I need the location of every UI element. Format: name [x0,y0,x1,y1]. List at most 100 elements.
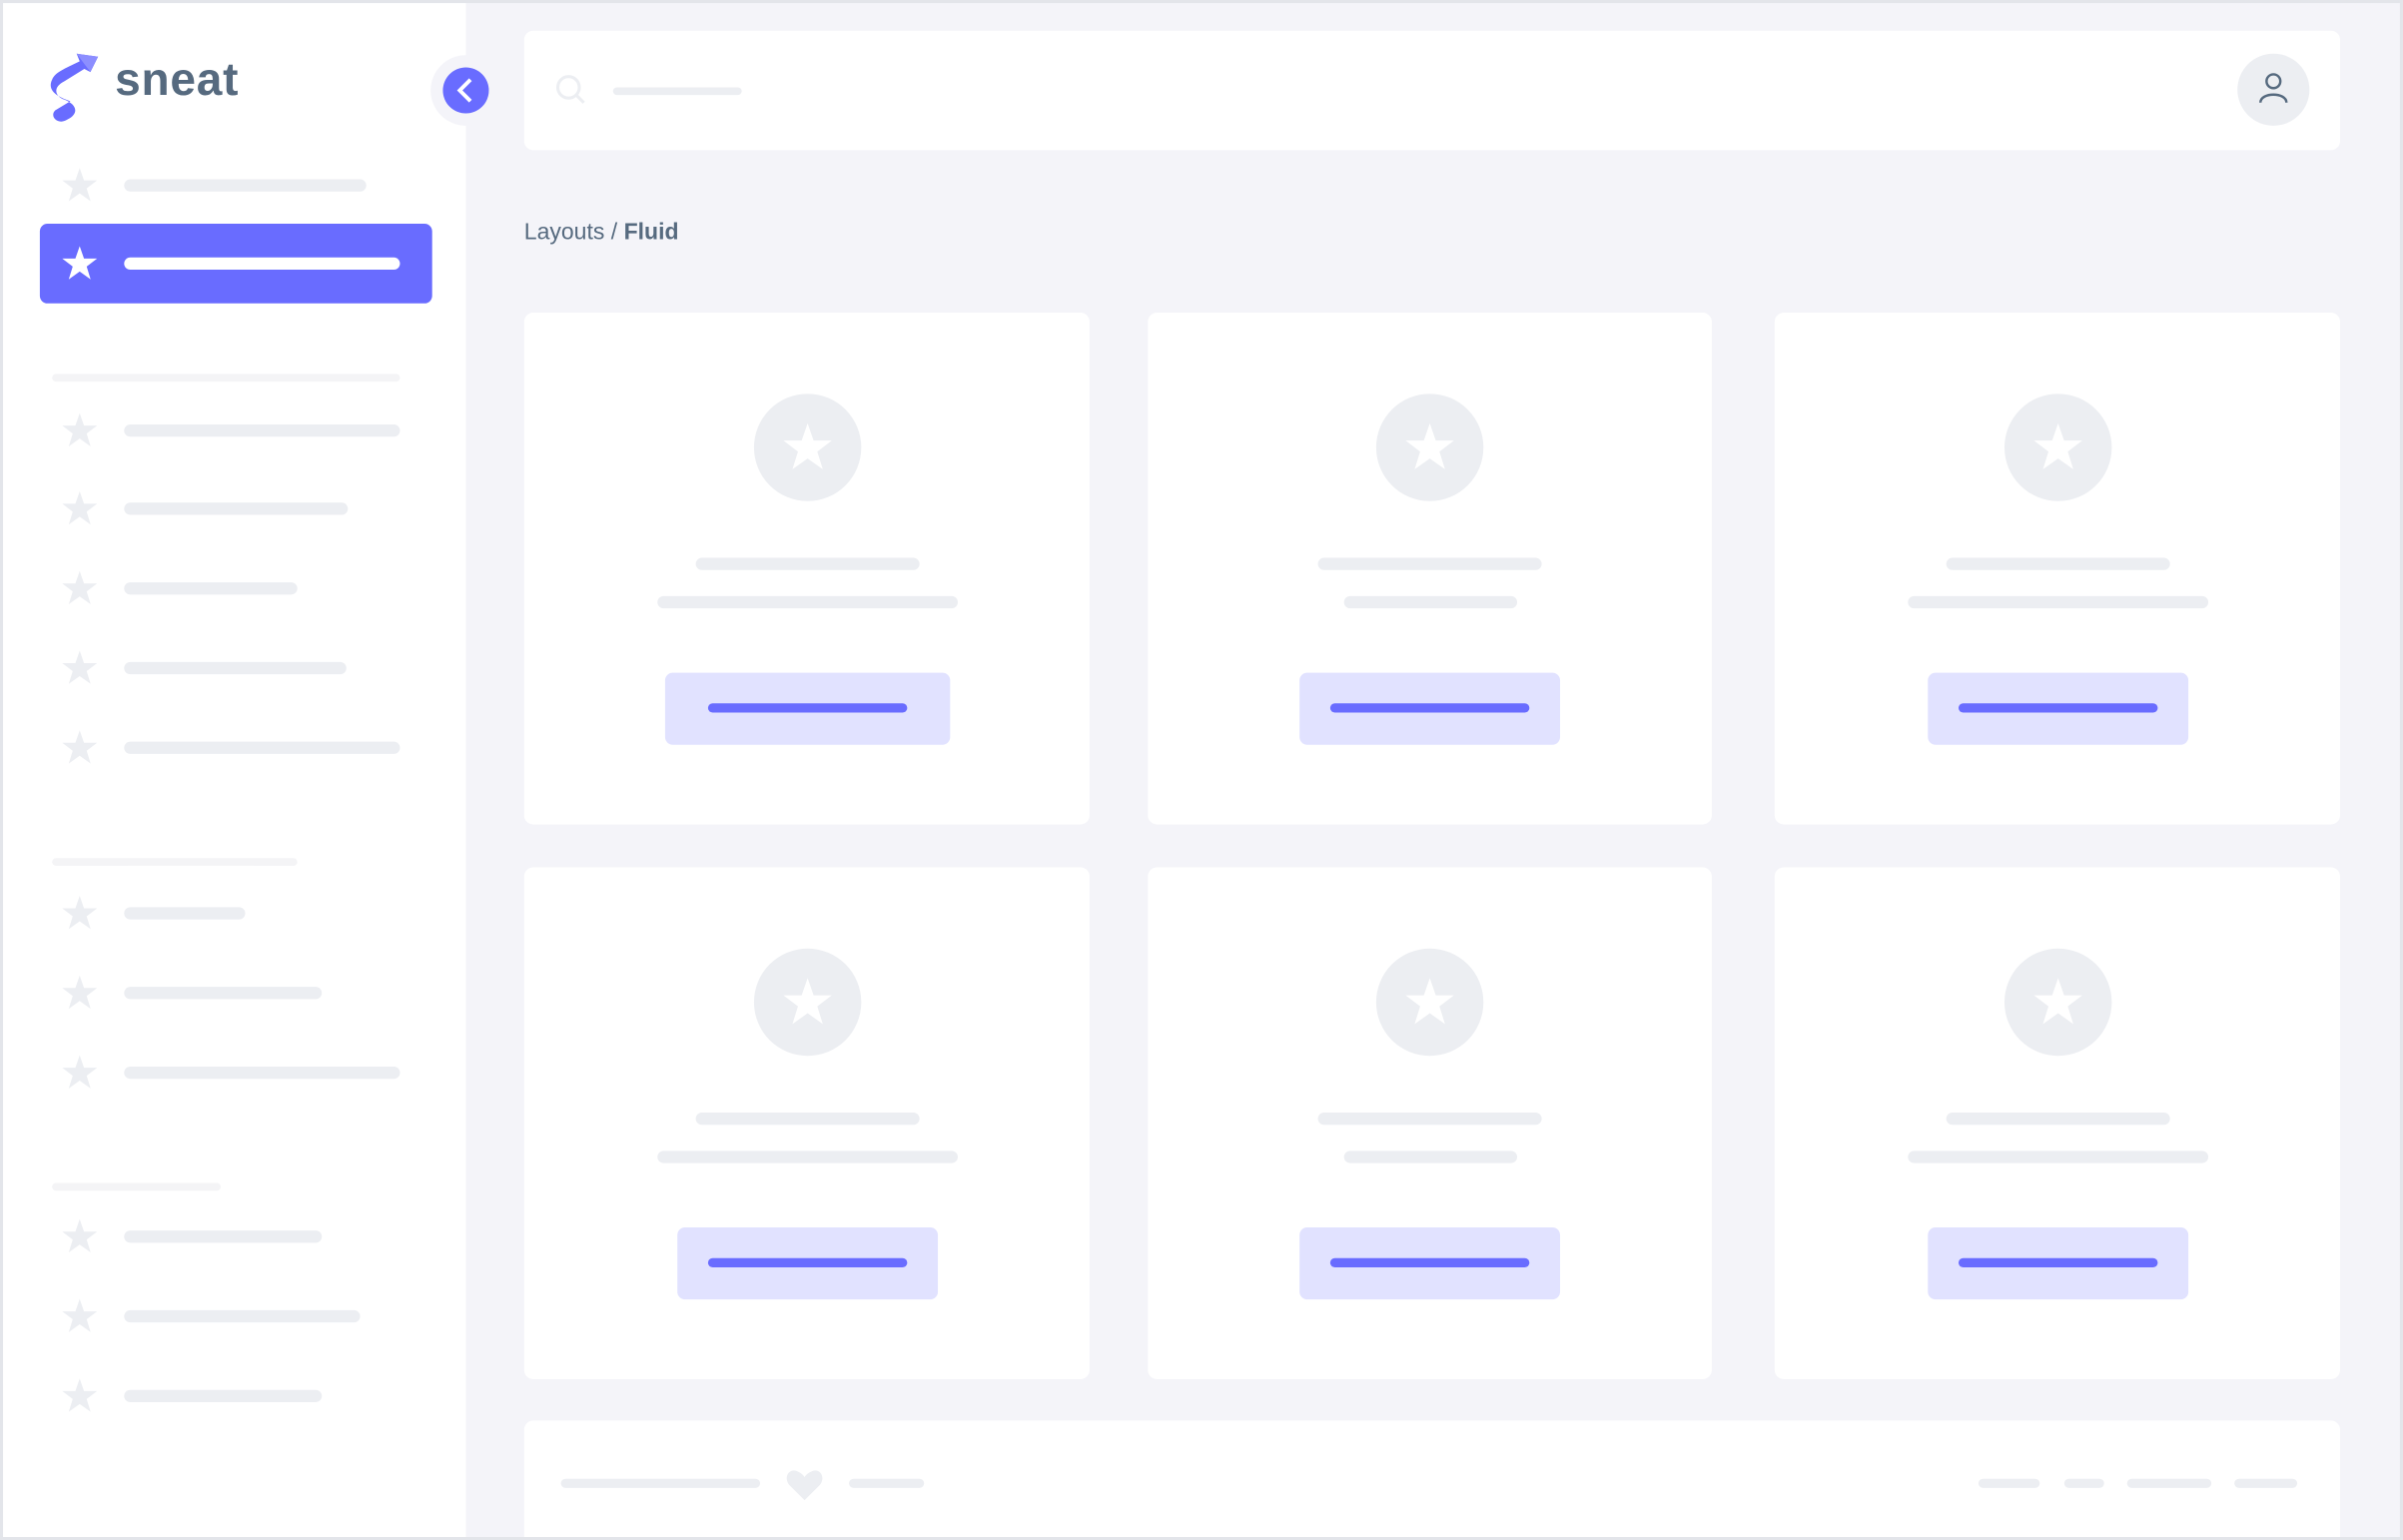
sidebar-item-active[interactable] [39,224,432,304]
sidebar-section-divider [52,1182,221,1191]
star-icon [60,973,100,1013]
card-text-placeholder [1342,595,1517,609]
card-action-button[interactable] [1927,1227,2188,1300]
card-button-label [1958,1257,2157,1267]
card-action-button[interactable] [1299,1227,1561,1300]
feature-card [1774,867,2341,1379]
card-title-placeholder [1945,557,2169,570]
sidebar-item-label [124,179,367,192]
sidebar-item[interactable] [40,628,432,708]
sidebar-item[interactable] [40,874,432,954]
card-title-placeholder [1317,1112,1542,1126]
feature-card [1774,313,2341,825]
footer-link[interactable] [2126,1478,2212,1488]
star-icon [60,1216,100,1256]
breadcrumb: Layouts / Fluid [524,219,679,245]
card-text-placeholder [656,1151,958,1163]
sidebar-item-label [124,741,400,754]
sidebar-item[interactable] [40,1356,432,1436]
sidebar-item-label [124,582,298,595]
sidebar-item[interactable] [40,469,432,549]
card-action-button[interactable] [1927,672,2188,745]
star-icon [60,728,100,768]
star-icon [60,410,100,450]
star-icon [62,730,98,764]
sidebar-item-label [124,1230,323,1243]
footer-link[interactable] [2234,1478,2298,1488]
star-icon [62,490,98,525]
card-button-label [1958,703,2157,713]
star-icon [62,1298,98,1332]
star-icon [62,975,98,1010]
star-icon [62,650,98,684]
sidebar-item-label [124,987,323,1000]
sidebar-item[interactable] [40,1196,432,1276]
card-text-placeholder [1907,595,2208,609]
sidebar-item[interactable] [40,548,432,628]
sidebar-item[interactable] [40,1276,432,1356]
card-title-placeholder [1945,1112,2169,1126]
star-icon [62,896,98,930]
card-icon-circle [2003,393,2111,501]
sidebar-item-label [124,1389,323,1402]
footer-link[interactable] [1978,1478,2040,1488]
sidebar-item[interactable] [40,953,432,1033]
card-button-label [707,703,907,713]
sidebar-item[interactable] [40,390,432,470]
footer-link[interactable] [2063,1478,2104,1488]
sidebar-item[interactable] [40,708,432,788]
card-text-placeholder [656,595,958,609]
star-icon [62,570,98,605]
star-icon [779,975,834,1038]
breadcrumb-separator: / [604,219,624,246]
star-icon [2029,975,2084,1038]
star-icon [60,1376,100,1416]
card-button-label [1329,703,1530,713]
brand-name: sneat [115,55,240,106]
star-icon [62,246,98,280]
breadcrumb-current: Fluid [623,219,679,246]
card-button-label [1329,1257,1530,1267]
star-icon [60,568,100,608]
card-icon-circle [1375,393,1484,501]
card-title-placeholder [1317,557,1542,570]
star-icon [62,1218,98,1253]
card-button-label [707,1257,907,1267]
star-icon [60,244,100,284]
feature-card [1148,313,1712,825]
chevron-left-icon [456,78,472,103]
footer-text-placeholder [560,1478,761,1488]
card-icon-circle [753,948,861,1057]
sidebar-item[interactable] [40,1033,432,1113]
card-icon-circle [2003,948,2111,1057]
footer-text-placeholder [849,1478,925,1488]
sidebar-item-label [124,257,400,271]
user-avatar-button[interactable] [2237,53,2310,126]
breadcrumb-parent[interactable]: Layouts [523,219,605,246]
star-icon [60,1296,100,1336]
feature-card [523,313,1090,825]
star-icon [1402,419,1457,482]
sidebar-item-label [124,424,400,437]
star-icon [2029,419,2084,482]
star-icon [62,412,98,446]
sneat-logo-icon [50,53,99,122]
card-action-button[interactable] [664,672,950,745]
star-icon [60,166,100,206]
sidebar-item-label [124,661,347,675]
footer [523,1420,2341,1538]
sidebar-item-label [124,1066,400,1080]
card-title-placeholder [694,1112,919,1126]
card-title-placeholder [694,557,919,570]
card-action-button[interactable] [1299,672,1561,745]
search-input[interactable] [612,87,742,96]
sidebar-toggle-button[interactable] [442,67,489,114]
sidebar-item[interactable] [40,146,432,226]
card-text-placeholder [1342,1151,1517,1163]
feature-card [523,867,1090,1379]
star-icon [60,894,100,934]
card-action-button[interactable] [676,1227,938,1300]
search-icon[interactable] [554,74,588,108]
card-icon-circle [1375,948,1484,1057]
